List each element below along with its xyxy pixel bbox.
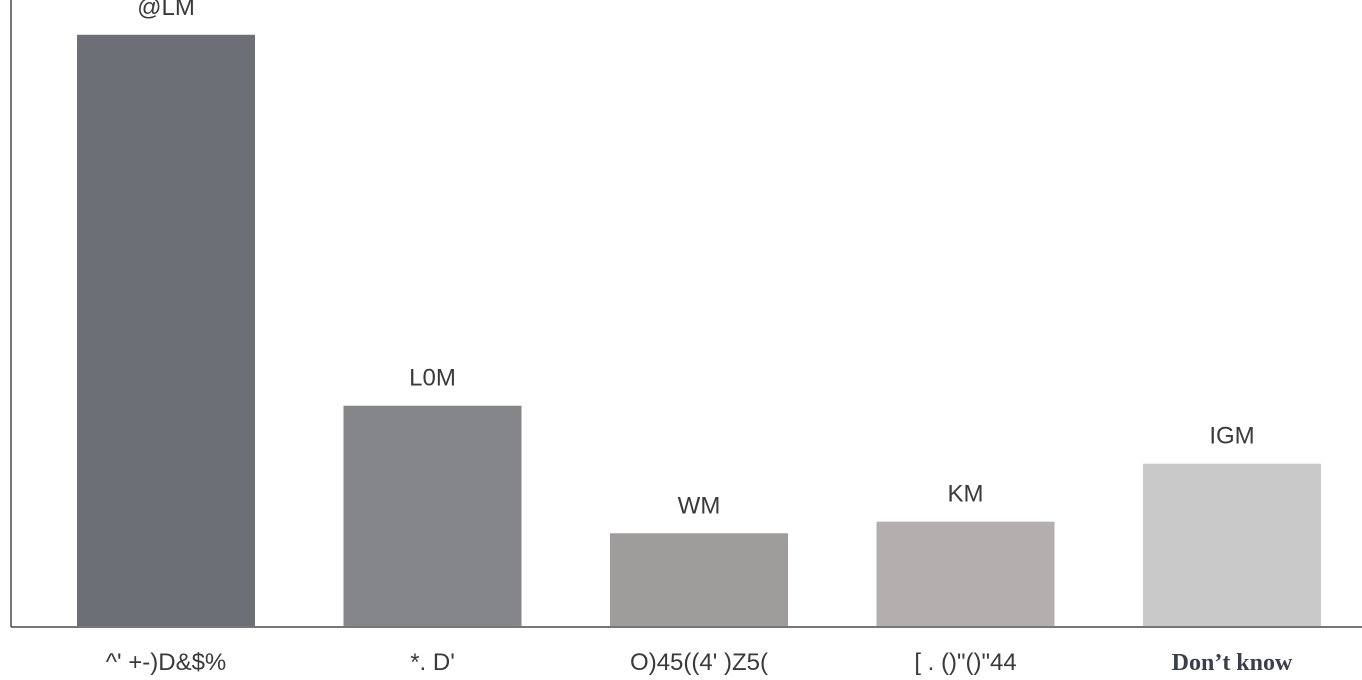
- value-labels: @LM L0M WM KM IGM: [137, 0, 1255, 519]
- bar-2: [610, 533, 788, 626]
- x-tick-label-3: [ . ()"()"44: [914, 649, 1016, 676]
- bar-value-label-0: @LM: [137, 0, 195, 21]
- bar-value-label-4: IGM: [1209, 423, 1254, 450]
- x-tick-label-0: ^' +-)D&$%: [106, 649, 227, 676]
- bar-4: [1143, 463, 1321, 626]
- bar-1: [343, 405, 522, 626]
- bar-0: [77, 34, 255, 627]
- bar-value-label-3: KM: [948, 481, 984, 508]
- x-tick-labels: ^' +-)D&$% *. D' O)45((4' )Z5( [ . ()"()"44…: [106, 649, 1293, 676]
- x-tick-label-4: Don’t know: [1172, 650, 1293, 676]
- bar-value-label-1: L0M: [409, 365, 456, 392]
- x-tick-label-2: O)45((4' )Z5(: [630, 649, 768, 676]
- bar-series: [77, 34, 1321, 627]
- bar-3: [876, 521, 1055, 626]
- bar-value-label-2: WM: [678, 492, 721, 519]
- x-tick-label-1: *. D': [410, 649, 455, 676]
